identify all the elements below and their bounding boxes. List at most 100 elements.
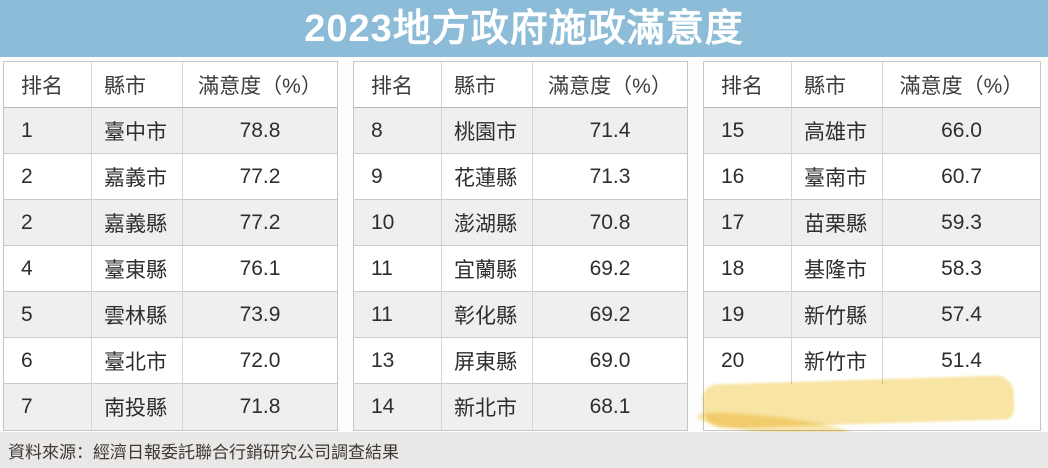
score-cell: 72.0 (239, 348, 281, 372)
column-header-rank: 排名 (371, 74, 413, 98)
rank-cell: 15 (721, 118, 745, 142)
city-cell: 花蓮縣 (441, 154, 533, 199)
ranking-tables: 排名 縣市 滿意度（%） 1 臺中市 78.8 2 嘉義市 77.2 2 嘉義縣 77.2 4 臺東縣 76… (3, 61, 1041, 431)
city-cell: 嘉義市 (91, 154, 183, 199)
table-row: 13 屏東縣 69.0 (354, 338, 687, 384)
rank-cell: 13 (371, 348, 395, 372)
rank-cell: 1 (21, 118, 33, 142)
page-title: 2023地方政府施政滿意度 (304, 7, 744, 50)
score-cell: 77.2 (239, 164, 281, 188)
table-row: 7 南投縣 71.8 (4, 384, 337, 430)
rank-cell: 11 (371, 256, 393, 280)
rank-cell: 10 (371, 210, 395, 234)
table-row: 11 宜蘭縣 69.2 (354, 246, 687, 292)
score-cell: 71.3 (589, 164, 631, 188)
city-cell: 南投縣 (91, 384, 183, 430)
column-header-score: 滿意度（%） (198, 74, 322, 98)
header-row: 排名 縣市 滿意度（%） (4, 62, 337, 108)
city-cell: 臺北市 (91, 338, 183, 383)
rank-table-1: 排名 縣市 滿意度（%） 1 臺中市 78.8 2 嘉義市 77.2 2 嘉義縣 77.2 4 臺東縣 76… (3, 61, 338, 431)
table-row: 14 新北市 68.1 (354, 384, 687, 430)
rank-table-2: 排名 縣市 滿意度（%） 8 桃園市 71.4 9 花蓮縣 71.3 10 澎湖縣 70.8 11 宜蘭縣… (353, 61, 688, 431)
city-cell: 苗栗縣 (791, 200, 883, 245)
city-cell: 臺東縣 (91, 246, 183, 291)
score-cell: 58.3 (941, 256, 982, 280)
score-cell: 51.4 (941, 349, 982, 372)
score-cell: 71.4 (589, 118, 631, 142)
city-cell: 基隆市 (791, 246, 883, 291)
score-cell: 73.9 (239, 302, 281, 326)
source-strip: 資料來源：經濟日報委託聯合行銷研究公司調查結果 (0, 432, 1048, 468)
table-row: 17 苗栗縣 59.3 (704, 200, 1040, 246)
column-header-score: 滿意度（%） (899, 74, 1024, 98)
rank-cell: 8 (371, 118, 383, 142)
header-row: 排名 縣市 滿意度（%） (354, 62, 687, 108)
table-row: 16 臺南市 60.7 (704, 154, 1040, 200)
score-cell: 69.2 (589, 302, 631, 326)
rank-cell: 5 (21, 302, 33, 326)
column-header-city: 縣市 (791, 62, 883, 107)
table-row: 2 嘉義市 77.2 (4, 154, 337, 200)
score-cell: 68.1 (589, 395, 631, 418)
table-row: 2 嘉義縣 77.2 (4, 200, 337, 246)
score-cell: 59.3 (941, 210, 982, 234)
rank-cell: 6 (21, 348, 33, 372)
rank-cell: 14 (371, 395, 395, 418)
table-row: 10 澎湖縣 70.8 (354, 200, 687, 246)
score-cell: 69.2 (589, 256, 631, 280)
table-row: 4 臺東縣 76.1 (4, 246, 337, 292)
score-cell: 76.1 (239, 256, 281, 280)
table-row: 6 臺北市 72.0 (4, 338, 337, 384)
table-row: 8 桃園市 71.4 (354, 108, 687, 154)
city-cell: 臺中市 (91, 108, 183, 153)
source-note: 資料來源：經濟日報委託聯合行銷研究公司調查結果 (8, 442, 399, 462)
score-cell: 77.2 (239, 210, 281, 234)
rank-cell: 11 (371, 302, 393, 326)
city-cell: 宜蘭縣 (441, 246, 533, 291)
city-cell: 桃園市 (441, 108, 533, 153)
title-banner: 2023地方政府施政滿意度 (0, 0, 1048, 57)
header-row: 排名 縣市 滿意度（%） (704, 62, 1040, 108)
table-row: 5 雲林縣 73.9 (4, 292, 337, 338)
city-cell: 嘉義縣 (91, 200, 183, 245)
rank-cell: 16 (721, 164, 745, 188)
score-cell: 78.8 (239, 118, 281, 142)
table-row: 20 新竹市 51.4 (704, 338, 1040, 384)
rank-cell: 17 (721, 210, 745, 234)
score-cell: 70.8 (589, 210, 631, 234)
table-row: 18 基隆市 58.3 (704, 246, 1040, 292)
table-row: 9 花蓮縣 71.3 (354, 154, 687, 200)
city-cell: 雲林縣 (91, 292, 183, 337)
rank-cell: 2 (21, 210, 33, 234)
score-cell: 66.0 (941, 118, 982, 142)
score-cell: 57.4 (941, 302, 982, 326)
city-cell: 新竹市 (791, 338, 883, 384)
table-row: 1 臺中市 78.8 (4, 108, 337, 154)
column-header-city: 縣市 (441, 62, 533, 107)
table-row: 19 新竹縣 57.4 (704, 292, 1040, 338)
city-cell: 高雄市 (791, 108, 883, 153)
column-header-rank: 排名 (21, 74, 63, 98)
city-cell: 新北市 (441, 384, 533, 430)
rank-cell: 18 (721, 256, 745, 280)
city-cell: 澎湖縣 (441, 200, 533, 245)
city-cell: 新竹縣 (791, 292, 883, 337)
rank-cell: 4 (21, 256, 33, 280)
column-header-score: 滿意度（%） (548, 74, 672, 98)
rank-table-3: 排名 縣市 滿意度（%） 15 高雄市 66.0 16 臺南市 60.7 17 苗栗縣 59.3 18 基… (703, 61, 1041, 431)
table-row: 15 高雄市 66.0 (704, 108, 1040, 154)
rank-cell: 19 (721, 302, 745, 326)
city-cell: 臺南市 (791, 154, 883, 199)
rank-cell: 7 (21, 395, 33, 418)
rank-cell: 9 (371, 164, 383, 188)
column-header-city: 縣市 (91, 62, 183, 107)
rank-cell: 2 (21, 164, 33, 188)
table-row: 11 彰化縣 69.2 (354, 292, 687, 338)
column-header-rank: 排名 (721, 74, 763, 98)
city-cell: 屏東縣 (441, 338, 533, 383)
score-cell: 60.7 (941, 164, 982, 188)
score-cell: 69.0 (589, 348, 631, 372)
rank-cell: 20 (721, 349, 745, 372)
city-cell: 彰化縣 (441, 292, 533, 337)
